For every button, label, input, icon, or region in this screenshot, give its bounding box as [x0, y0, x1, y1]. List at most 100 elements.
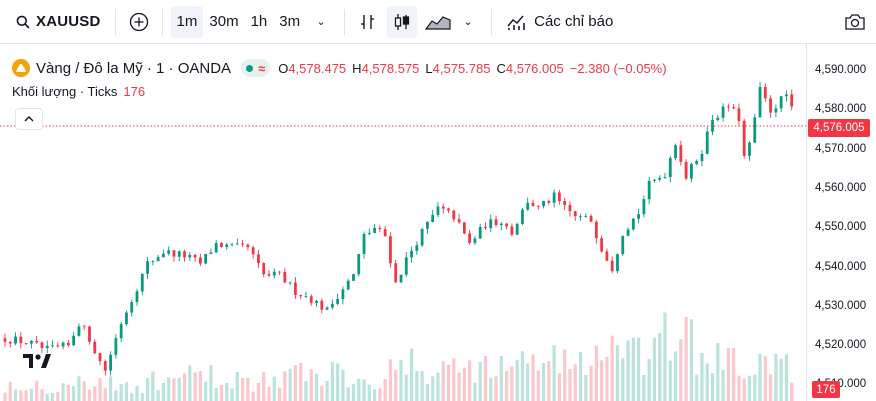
volume-bar	[145, 378, 150, 401]
volume-bar	[747, 375, 752, 401]
collapse-legend-button[interactable]	[15, 108, 43, 130]
candle-body	[362, 233, 366, 255]
interval-3m[interactable]: 3m	[279, 13, 301, 30]
volume-bar	[225, 382, 229, 401]
candle-body	[156, 257, 160, 262]
snapshot-button[interactable]	[840, 6, 870, 38]
volume-bar	[198, 371, 202, 401]
price-tick-label: 4,560.000	[815, 181, 867, 194]
volume-bar	[161, 382, 165, 401]
candle-body	[573, 211, 577, 217]
candle-body	[88, 326, 91, 342]
candle-body	[14, 336, 17, 344]
volume-bar	[140, 393, 144, 401]
volume-bar	[758, 354, 762, 401]
candle-body	[172, 250, 176, 257]
candle-body	[679, 145, 683, 162]
candle-body	[515, 223, 519, 235]
symbol-search[interactable]: XAUUSD	[10, 6, 107, 38]
candle-body	[241, 243, 244, 245]
candle-body	[663, 177, 667, 178]
candle-body	[315, 300, 318, 303]
volume-bar	[8, 381, 12, 401]
search-icon	[16, 15, 30, 29]
candle-body	[705, 131, 709, 154]
volume-bar	[774, 353, 778, 401]
candle-body	[103, 361, 107, 371]
candle-body	[77, 326, 81, 336]
compare-symbol-button[interactable]	[124, 6, 154, 38]
gold-icon	[12, 59, 30, 77]
indicators-button[interactable]: Các chỉ báo	[500, 6, 619, 38]
volume-bar	[209, 365, 213, 401]
volume-bar	[66, 385, 70, 401]
volume-bar	[615, 345, 620, 401]
volume-bar	[515, 359, 519, 401]
candle-body	[167, 250, 171, 254]
volume-bar	[457, 372, 461, 401]
volume-bar	[77, 376, 81, 401]
price-axis[interactable]: 4,590.000 4,580.000 4,570.000 4,560.000 4,55…	[806, 44, 876, 401]
volume-bar	[378, 388, 382, 401]
volume-bar	[568, 368, 572, 401]
volume-bar	[325, 380, 329, 401]
candle-body	[140, 273, 144, 292]
volume-bar	[663, 312, 667, 401]
candle-body	[220, 242, 223, 248]
interval-dropdown[interactable]: ⌄	[306, 6, 336, 38]
volume-bar	[19, 390, 23, 401]
candle-body	[383, 229, 387, 237]
candle-body	[66, 342, 70, 346]
symbol-label: XAUUSD	[36, 13, 101, 30]
candle-body	[204, 253, 208, 264]
candle-body	[93, 341, 97, 354]
volume-bar	[362, 379, 366, 401]
volume-bar	[45, 393, 49, 401]
candle-body	[668, 158, 672, 178]
candle-body	[568, 204, 572, 212]
volume-bar	[695, 374, 699, 401]
area-style-button[interactable]	[423, 6, 453, 38]
volume-bar	[383, 379, 387, 401]
candle-body	[563, 201, 567, 205]
volume-bar	[262, 372, 266, 401]
volume-bar	[573, 364, 577, 401]
volume-bar	[114, 390, 118, 401]
volume-bar	[679, 339, 683, 401]
candle-body	[341, 289, 345, 300]
price-chart[interactable]	[0, 44, 806, 401]
tradingview-logo[interactable]	[22, 352, 52, 374]
candle-body	[230, 244, 234, 246]
volume-value: 176	[123, 84, 146, 99]
volume-bar	[219, 384, 224, 401]
interval-1m[interactable]: 1m	[170, 5, 204, 38]
candle-body	[726, 106, 730, 108]
volume-bar	[256, 382, 261, 401]
market-status-badge[interactable]: ≈	[241, 59, 271, 77]
candle-body	[505, 223, 508, 227]
volume-bar	[235, 371, 239, 401]
volume-bar	[277, 387, 282, 401]
chart-style-dropdown[interactable]: ⌄	[453, 6, 483, 38]
interval-30m[interactable]: 30m	[209, 13, 239, 30]
interval-1h[interactable]: 1h	[250, 13, 268, 30]
volume-bar	[742, 378, 746, 401]
candle-body	[51, 345, 54, 347]
candle-body	[346, 280, 350, 290]
divider	[491, 8, 493, 35]
candle-body	[605, 251, 609, 261]
volume-bar	[404, 374, 408, 401]
volume-bar	[631, 337, 635, 401]
candle-style-button[interactable]	[387, 5, 418, 38]
candle-body	[631, 218, 635, 230]
volume-label[interactable]: Khối lượng · Ticks	[12, 84, 118, 99]
volume-bar	[29, 388, 33, 401]
divider	[161, 8, 163, 35]
volume-bar	[299, 362, 303, 401]
bar-style-button[interactable]	[353, 6, 383, 38]
legend-title[interactable]: Vàng / Đô la Mỹ · 1 · OANDA	[36, 59, 232, 77]
market-open-dot-icon	[246, 64, 254, 72]
divider	[114, 8, 116, 35]
candle-body	[452, 210, 456, 220]
volume-bar	[779, 358, 783, 401]
